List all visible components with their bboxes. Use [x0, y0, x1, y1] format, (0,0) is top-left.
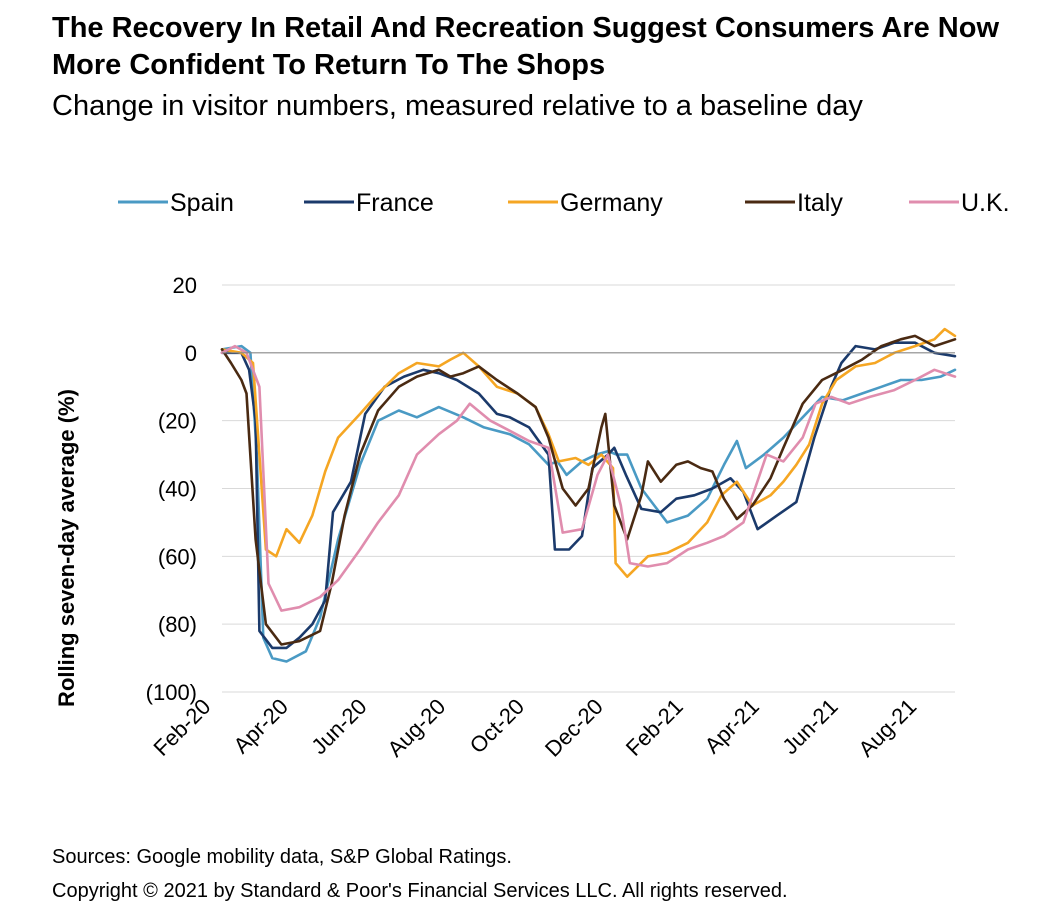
legend-label: France: [356, 189, 434, 217]
x-tick-label: Apr-21: [700, 694, 764, 758]
y-tick-label: 0: [185, 341, 197, 366]
series-line-uk: [220, 344, 957, 612]
y-tick-label: (20): [158, 409, 197, 434]
legend-label: Italy: [797, 189, 843, 217]
y-tick-label: 20: [173, 273, 197, 298]
x-tick-label: Oct-20: [465, 694, 529, 758]
chart-subtitle: Change in visitor numbers, measured rela…: [52, 90, 863, 122]
series-line-germany: [220, 327, 957, 579]
x-tick-label: Jun-21: [777, 694, 842, 759]
legend-label: U.K.: [961, 189, 1010, 217]
y-axis-ticks: 20 0 (20) (40) (60) (80) (100): [146, 273, 197, 705]
legend-label: Spain: [170, 189, 234, 217]
x-tick-label: Dec-20: [540, 694, 608, 762]
copyright-note: Copyright © 2021 by Standard & Poor's Fi…: [52, 880, 788, 902]
legend: Spain France Germany Italy U.K.: [118, 189, 1010, 217]
x-tick-label: Aug-21: [854, 694, 922, 762]
y-tick-label: (80): [158, 612, 197, 637]
y-axis-label: Rolling seven-day average (%): [54, 389, 79, 707]
x-axis-ticks: Feb-20 Apr-20 Jun-20 Aug-20 Oct-20 Dec-20 Feb-…: [148, 694, 921, 762]
x-tick-label: Jun-20: [306, 694, 371, 759]
sources-note: Sources: Google mobility data, S&P Globa…: [52, 846, 512, 868]
series-line-france: [220, 341, 957, 650]
series-lines: [220, 327, 957, 663]
x-tick-label: Feb-21: [621, 694, 688, 761]
line-chart: Spain France Germany Italy U.K. 20 0 (20) (40) (…: [54, 189, 1010, 762]
y-tick-label: (100): [146, 680, 197, 705]
chart-title: The Recovery In Retail And Recreation Su…: [52, 12, 1000, 81]
y-tick-label: (40): [158, 477, 197, 502]
legend-label: Germany: [560, 189, 663, 217]
x-tick-label: Aug-20: [382, 694, 450, 762]
x-tick-label: Apr-20: [229, 694, 293, 758]
y-tick-label: (60): [158, 544, 197, 569]
series-line-italy: [220, 334, 957, 646]
